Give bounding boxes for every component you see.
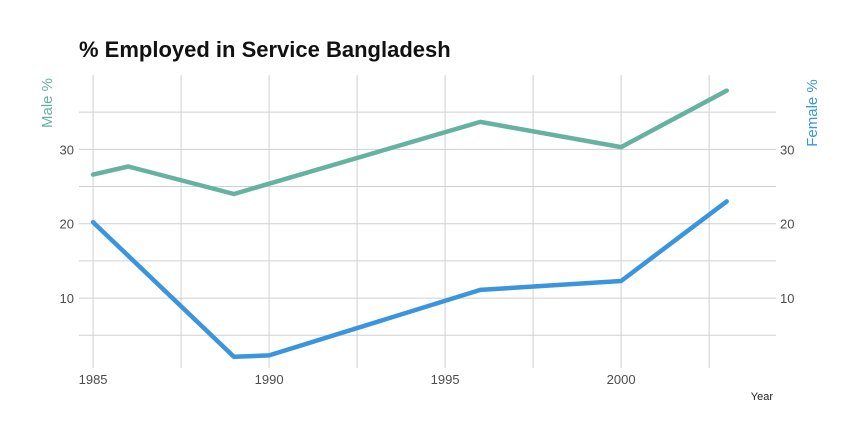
grid-lines xyxy=(79,75,776,368)
y-left-tick-label: 30 xyxy=(60,142,74,157)
x-axis-title: Year xyxy=(751,391,774,403)
series-lines xyxy=(90,88,729,360)
y-right-tick-label: 30 xyxy=(780,142,794,157)
y-axis-left-title: Male % xyxy=(39,78,56,128)
male-series-line xyxy=(90,88,729,197)
x-tick-label: 1990 xyxy=(255,372,284,387)
y-right-tick-label: 20 xyxy=(780,217,794,232)
x-tick-label: 1995 xyxy=(431,372,460,387)
y-left-tick-label: 10 xyxy=(60,291,74,306)
y-right-tick-label: 10 xyxy=(780,291,794,306)
x-tick-label: 1985 xyxy=(79,372,108,387)
female-series-line xyxy=(90,199,729,360)
x-tick-label: 2000 xyxy=(607,372,636,387)
y-left-tick-label: 20 xyxy=(60,217,74,232)
chart-title: % Employed in Service Bangladesh xyxy=(79,37,451,62)
y-axis-right-title: Female % xyxy=(804,79,821,147)
